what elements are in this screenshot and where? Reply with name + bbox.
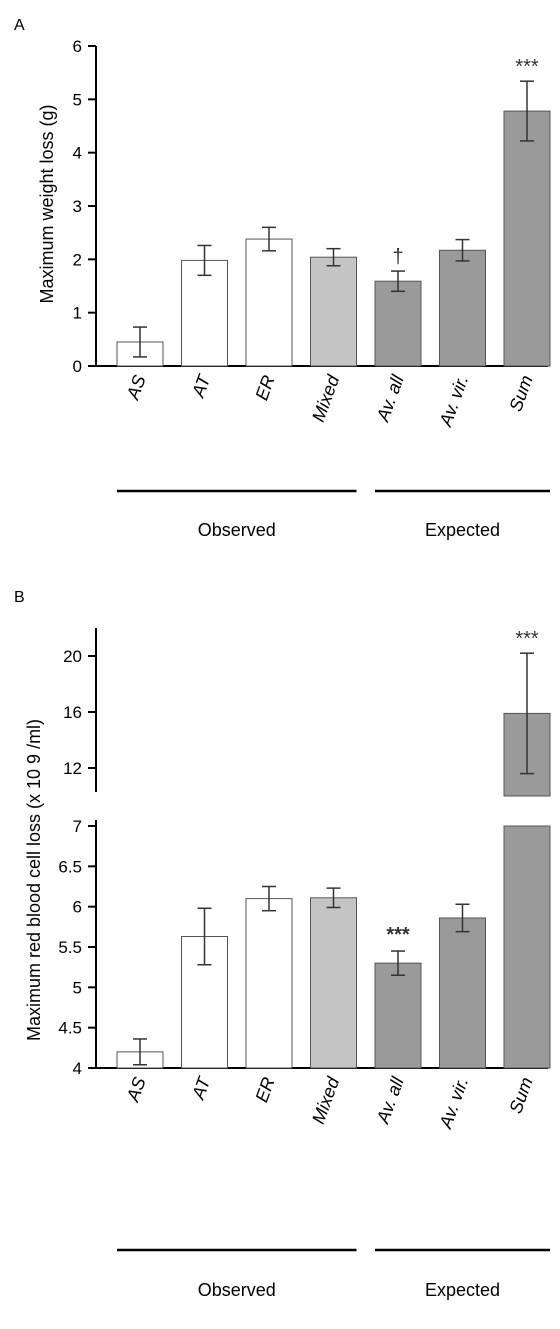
panel-a-category-label: ER xyxy=(251,373,278,403)
panel-a-y-tick-label: 0 xyxy=(73,357,82,376)
panel-b-bar-mixed xyxy=(310,897,357,1069)
panel-a-error-bar-er xyxy=(262,226,276,252)
panel-b-label: B xyxy=(14,589,25,606)
panel-a-bar-er xyxy=(245,238,293,367)
panel-b-category-label: ER xyxy=(251,1075,278,1105)
panel-a: A Maximum weight loss (g) 0 1 2 3 4 5 6 † *** A… xyxy=(14,17,551,540)
panel-a-category-label: AS xyxy=(122,373,149,403)
panel-b-category-label: AS xyxy=(122,1075,149,1105)
panel-a-group-label: Observed xyxy=(198,520,276,540)
panel-a-y-tick-label: 5 xyxy=(73,90,82,109)
panel-b-y-tick-label: 7 xyxy=(73,817,82,836)
panel-b-category-label: AT xyxy=(188,1073,215,1103)
panel-b-y-tick-label: 4.5 xyxy=(58,1019,82,1038)
panel-a-error-bar-as xyxy=(133,326,147,358)
panel-a-error-bar-av-vir xyxy=(455,238,470,262)
panel-b-error-bar-er xyxy=(262,885,276,912)
panel-a-y-tick-label: 3 xyxy=(73,197,82,216)
panel-b-error-bar-av-vir xyxy=(455,903,470,933)
panel-a-bar-av-all xyxy=(374,280,422,367)
panel-a-bar-at xyxy=(181,259,228,367)
panel-b-y-tick-label: 4 xyxy=(73,1059,82,1078)
panel-b-bar-er xyxy=(245,898,293,1069)
panel-b-bar-av-vir xyxy=(439,917,486,1069)
panel-a-y-axis-label: Maximum weight loss (g) xyxy=(37,104,57,303)
panel-b-error-bar-mixed xyxy=(326,887,341,909)
panel-b-category-label: Av. vir. xyxy=(435,1075,472,1132)
panel-a-category-label: AT xyxy=(188,371,215,401)
panel-a-y-tick-label: 4 xyxy=(73,144,82,163)
panel-a-error-bar-at xyxy=(197,244,212,277)
panel-a-bar-mixed xyxy=(310,256,357,367)
panel-a-error-bar-mixed xyxy=(326,247,341,267)
panel-b-group-label: Observed xyxy=(198,1280,276,1300)
panel-b-upper-y-tick-label: 12 xyxy=(63,759,82,778)
panel-a-error-bar-sum xyxy=(520,80,534,142)
panel-b-y-tick-label: 6 xyxy=(73,898,82,917)
panel-a-y-tick-label: 6 xyxy=(73,37,82,56)
panel-b-category-label: Sum xyxy=(505,1075,536,1117)
panel-a-bar-sum xyxy=(503,110,551,367)
panel-b-y-tick-label: 6.5 xyxy=(58,857,82,876)
panel-a-category-label: Av. all xyxy=(372,372,408,425)
panel-b-y-tick-label: 5 xyxy=(73,978,82,997)
panel-b-error-bar-at xyxy=(197,907,212,966)
panel-a-bar-av-vir xyxy=(439,249,486,367)
panel-a-category-label: Av. vir. xyxy=(435,373,472,430)
panel-b: B Maximum red blood cell loss (x 10 9 /m… xyxy=(14,589,551,1300)
panel-a-y-tick-label: 2 xyxy=(73,250,82,269)
panel-b-upper-y-tick-label: 16 xyxy=(63,703,82,722)
panel-a-label: A xyxy=(14,17,25,34)
panel-a-significance-marker: † xyxy=(392,246,403,268)
panel-b-significance-marker: *** xyxy=(386,924,410,946)
panel-a-error-bar-av-all xyxy=(391,270,405,293)
panel-b-significance-marker: *** xyxy=(515,628,539,650)
panel-a-y-tick-label: 1 xyxy=(73,304,82,323)
panel-b-y-tick-label: 5.5 xyxy=(58,938,82,957)
panel-b-group-label: Expected xyxy=(425,1280,500,1300)
panel-b-y-axis-label: Maximum red blood cell loss (x 10 9 /ml) xyxy=(24,719,44,1041)
panel-b-bar-sum-lower xyxy=(503,825,551,1069)
panel-a-category-label: Mixed xyxy=(308,372,344,425)
panel-b-error-bar-av-all xyxy=(391,950,405,976)
panel-b-error-bar-sum xyxy=(520,652,534,775)
panel-b-bar-av-all xyxy=(374,962,422,1069)
panel-b-category-label: Av. all xyxy=(372,1074,408,1127)
panel-b-error-bar-as xyxy=(133,1038,147,1066)
panel-b-upper-y-tick-label: 20 xyxy=(63,647,82,666)
panel-b-category-label: Mixed xyxy=(308,1074,344,1127)
panel-a-significance-marker: *** xyxy=(515,56,539,78)
panel-a-category-label: Sum xyxy=(505,373,536,415)
panel-a-group-label: Expected xyxy=(425,520,500,540)
